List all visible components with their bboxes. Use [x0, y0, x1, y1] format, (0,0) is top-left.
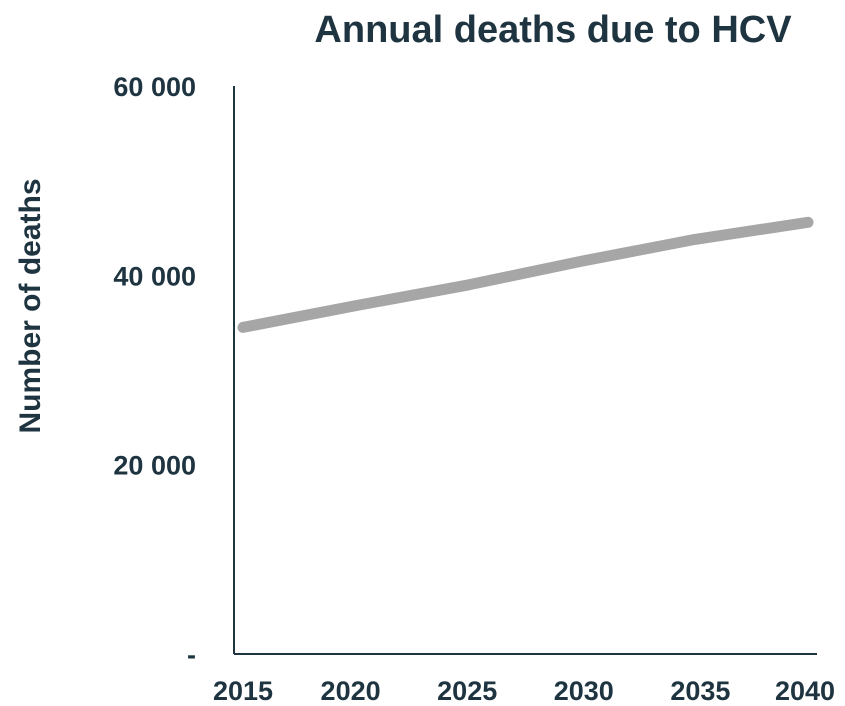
x-tick-label: 2040	[775, 676, 835, 706]
x-tick-label: 2030	[554, 676, 614, 706]
x-tick-label: 2035	[670, 676, 730, 706]
chart-title: Annual deaths due to HCV	[314, 9, 792, 51]
y-tick-labels: - 20 000 40 000 60 000	[113, 72, 196, 670]
series-line	[237, 216, 814, 333]
series-group	[237, 216, 814, 333]
x-tick-labels: 2015 2020 2025 2030 2035 2040	[213, 676, 835, 706]
y-axis-label: Number of deaths	[14, 178, 47, 433]
y-tick-label: 40 000	[113, 261, 196, 291]
x-tick-label: 2015	[213, 676, 273, 706]
y-tick-label: 60 000	[113, 72, 196, 102]
y-tick-label: 20 000	[113, 451, 196, 481]
x-tick-label: 2025	[437, 676, 497, 706]
x-tick-label: 2020	[321, 676, 381, 706]
y-tick-label: -	[187, 640, 196, 670]
